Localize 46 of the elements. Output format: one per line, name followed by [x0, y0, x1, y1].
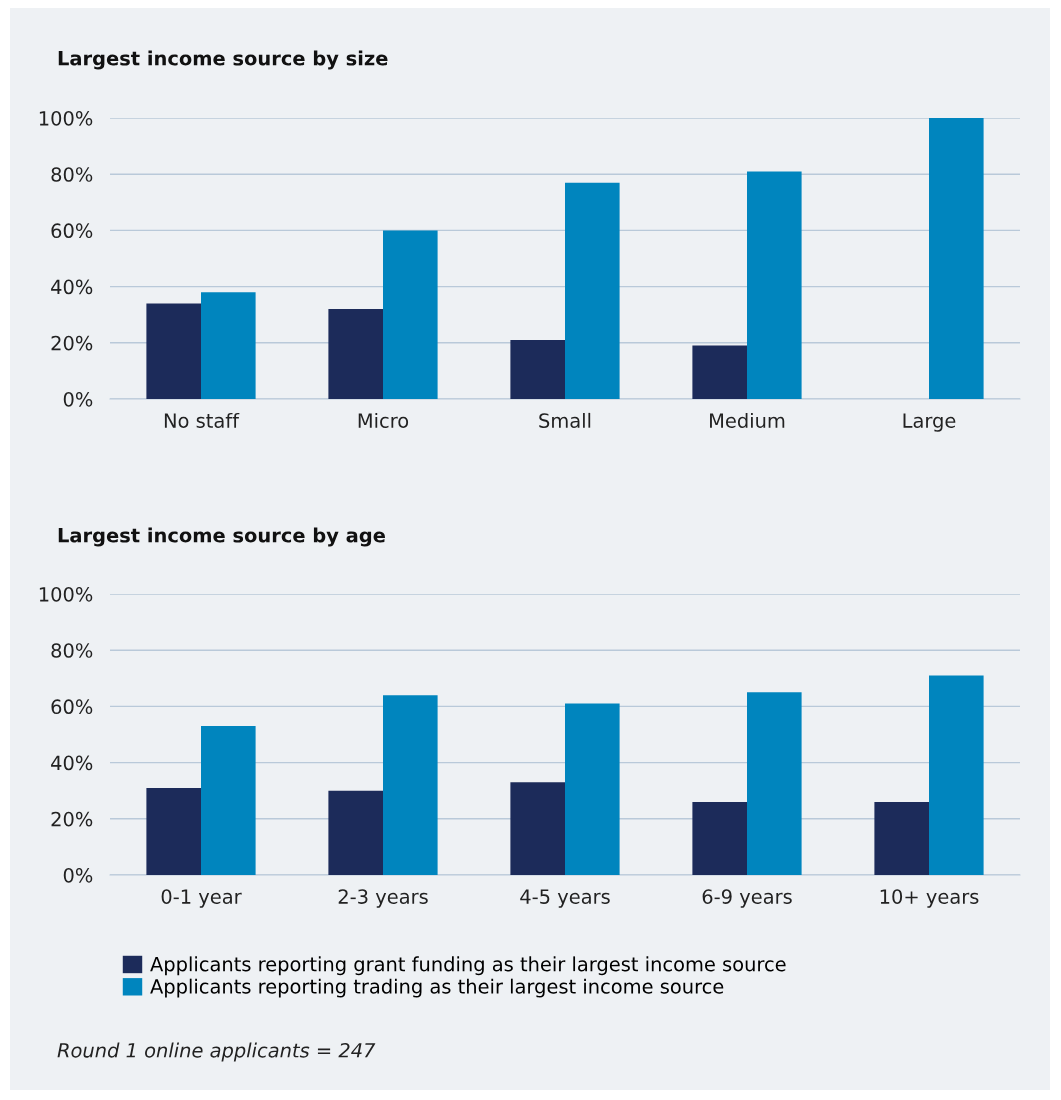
- bar: [510, 782, 565, 875]
- bar: [929, 118, 984, 399]
- y-tick-label: 20%: [51, 335, 93, 351]
- bar: [510, 339, 565, 399]
- x-tick-label: Small: [539, 412, 591, 428]
- bar: [328, 790, 383, 875]
- bar: [565, 182, 620, 399]
- x-tick-label: Micro: [358, 412, 409, 428]
- bar: [747, 692, 802, 875]
- y-tick-label: 0%: [63, 867, 93, 883]
- y-tick-label: 40%: [51, 279, 93, 295]
- x-tick-label: Large: [903, 413, 956, 432]
- y-tick-label: 80%: [51, 643, 93, 658]
- y-tick-label: 0%: [63, 391, 93, 407]
- chart-title: Largest income source by age: [58, 527, 385, 547]
- bar: [565, 703, 620, 875]
- bar: [692, 345, 747, 399]
- y-tick-label: 60%: [51, 699, 93, 715]
- bar: [328, 309, 383, 399]
- legend-label: Applicants reporting trading as their largest income source: [150, 978, 724, 998]
- y-tick-label: 40%: [51, 755, 93, 771]
- x-tick-label: 2-3 years: [338, 889, 428, 908]
- x-tick-label: No staff: [164, 412, 240, 428]
- legend-label: Applicants reporting grant funding as their largest income source: [150, 956, 786, 976]
- bar: [929, 675, 984, 875]
- text: Round 1 online applicants = 247: [57, 1042, 376, 1062]
- bar: [747, 171, 802, 399]
- bar: [201, 726, 256, 875]
- y-tick-label: 60%: [51, 223, 93, 239]
- chart-title: Largest income source by size: [58, 50, 388, 70]
- bar: [383, 230, 438, 399]
- y-tick-label: 100%: [39, 110, 93, 126]
- bar: [874, 801, 929, 875]
- bar: [201, 292, 256, 399]
- bar: [146, 787, 201, 875]
- bar: [146, 303, 201, 399]
- y-tick-label: 100%: [39, 586, 93, 602]
- x-tick-label: Medium: [710, 412, 785, 428]
- x-tick-label: 4-5 years: [520, 889, 610, 908]
- y-tick-label: 20%: [51, 811, 93, 827]
- y-tick-label: 80%: [51, 167, 93, 182]
- x-tick-label: 10+ years: [880, 889, 979, 908]
- bar: [383, 695, 438, 875]
- x-tick-label: 0-1 year: [161, 889, 242, 908]
- x-tick-label: 6-9 years: [702, 889, 792, 908]
- bar: [692, 801, 747, 875]
